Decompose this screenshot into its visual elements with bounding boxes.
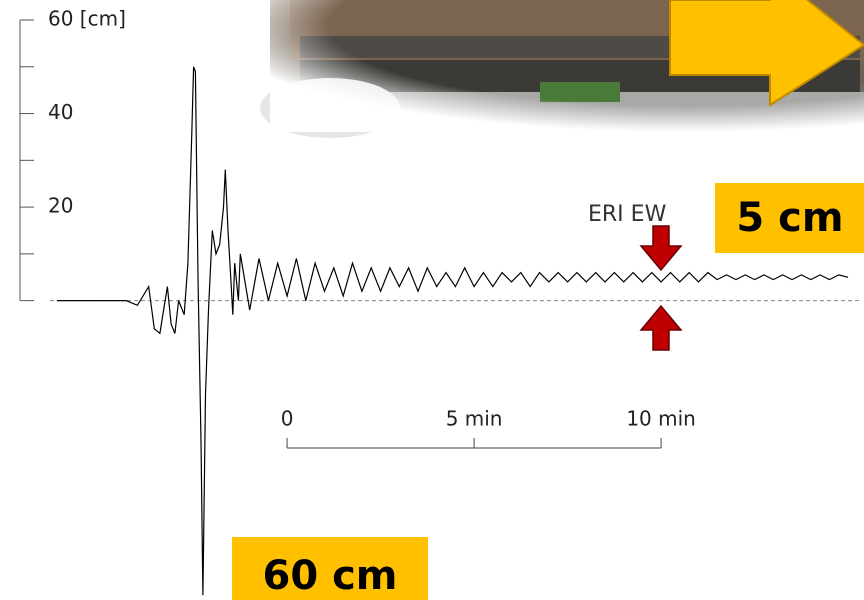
x-tick-label: 0 (281, 407, 294, 431)
station-label: ERI EW (588, 202, 667, 227)
offset-label: 5 cm (736, 195, 843, 241)
y-tick-label: 60 [cm] (48, 7, 126, 31)
x-tick-label: 5 min (446, 407, 503, 431)
y-tick-label: 20 (48, 194, 73, 218)
red-arrow-down (641, 226, 681, 270)
x-tick-label: 10 min (626, 407, 696, 431)
red-arrow-up (641, 306, 681, 350)
y-tick-label: 40 (48, 100, 73, 124)
waveform (57, 67, 848, 596)
chart: 60 [cm] 40 20 0 5 min 10 min ERI EW 5 cm 60 c… (0, 0, 864, 600)
peak-label: 60 cm (263, 553, 398, 599)
